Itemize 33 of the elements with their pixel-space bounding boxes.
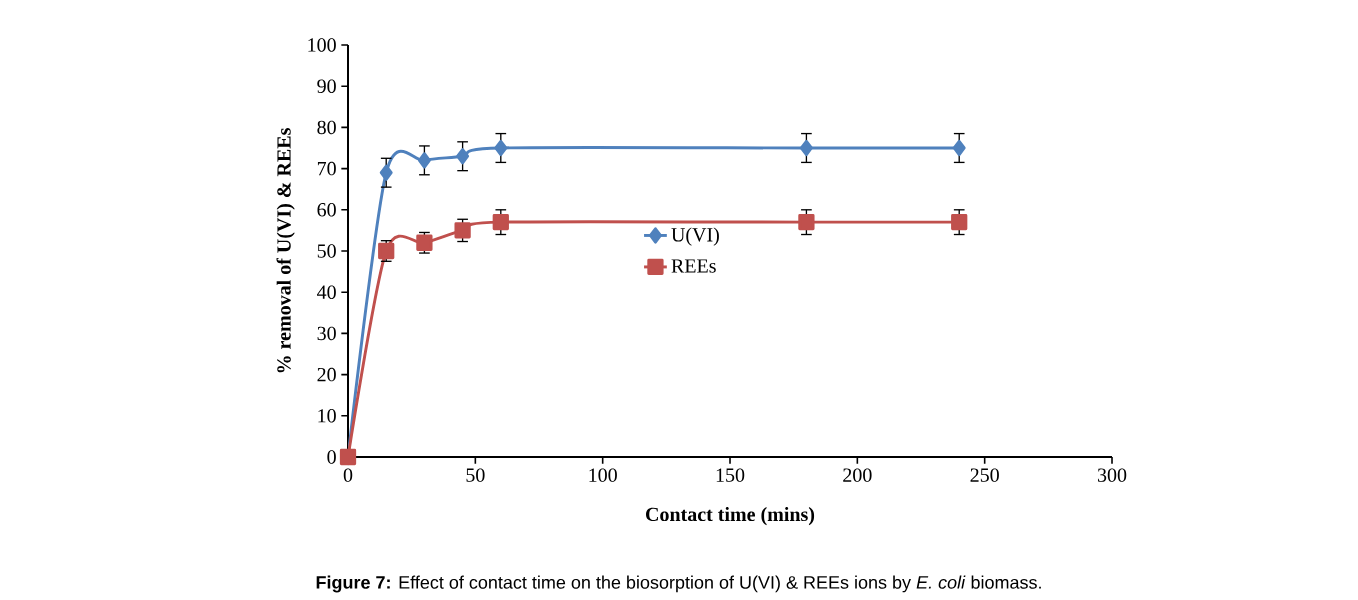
x-tick-label: 250: [970, 468, 999, 482]
x-tick-label: 300: [1097, 468, 1127, 482]
legend-label: REEs: [671, 259, 716, 273]
y-tick-label: 10: [318, 409, 336, 423]
y-tick-label: 90: [317, 79, 336, 93]
x-tick-label: 50: [466, 468, 485, 482]
point: [456, 148, 470, 165]
x-tick-label: 0: [343, 468, 353, 482]
point: [798, 214, 815, 231]
point: [454, 222, 471, 239]
point: [379, 164, 393, 181]
point: [417, 152, 431, 169]
point: [492, 214, 509, 231]
point: [494, 139, 508, 157]
y-tick-label: 30: [317, 326, 336, 341]
point: [952, 139, 966, 157]
point: [799, 139, 813, 157]
x-tick-label: 150: [716, 468, 745, 482]
y-tick-label: 100: [308, 38, 336, 52]
x-tick-label: 200: [843, 468, 872, 482]
legend-label: U(VI): [671, 227, 719, 246]
y-axis-title: % removal of U(VI) & REEs: [276, 128, 295, 373]
y-tick-label: 60: [317, 203, 336, 217]
x-tick-label: 100: [589, 468, 617, 482]
y-tick-label: 0: [327, 450, 336, 464]
y-tick-label: 40: [317, 285, 336, 299]
text: Figure 7: Effect of contact time on the biosorption of U(VI) & REEs ions by E. coli biomass.: [316, 575, 1041, 593]
point: [951, 214, 968, 231]
x-axis-title: Contact time (mins): [646, 507, 815, 526]
y-tick-label: 50: [317, 244, 336, 258]
y-tick-label: 80: [317, 120, 336, 135]
y-tick-label: 70: [317, 161, 336, 176]
y-tick-label: 20: [317, 367, 336, 382]
